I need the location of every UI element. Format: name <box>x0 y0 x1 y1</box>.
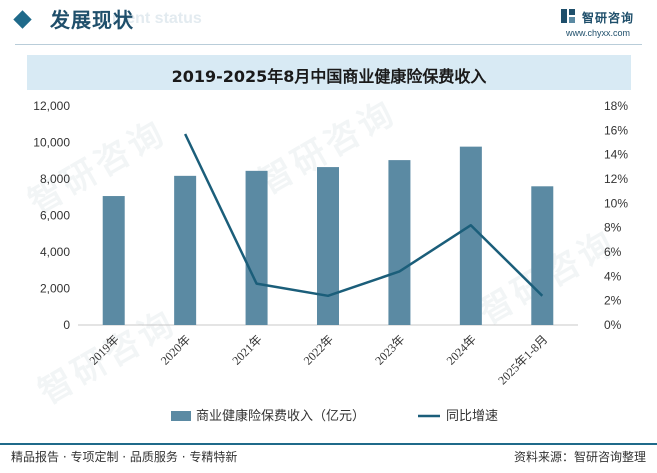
y-left-tick-label: 8,000 <box>40 172 70 186</box>
footer-tagline: 精品报告 · 专项定制 · 品质服务 · 专精特新 <box>11 450 238 464</box>
x-tick-label: 2020年 <box>158 332 193 367</box>
y-right-tick-label: 14% <box>604 148 628 162</box>
y-left-tick-label: 4,000 <box>40 245 70 259</box>
y-right-tick-label: 18% <box>604 99 628 113</box>
header-divider <box>15 44 642 45</box>
page-subtitle-en: ment status <box>112 10 202 27</box>
y-left-tick-label: 0 <box>63 318 70 332</box>
bar-2 <box>245 170 268 325</box>
legend-swatch-bar <box>171 411 191 421</box>
page-title: 发展现状 <box>50 8 134 32</box>
bar-1 <box>174 175 197 325</box>
footer-source: 资料来源：智研咨询整理 <box>513 450 646 464</box>
y-left-tick-label: 12,000 <box>33 99 70 113</box>
bar-5 <box>459 146 482 325</box>
x-tick-label: 2025年1-8月 <box>495 332 550 387</box>
y-right-tick-label: 0% <box>604 318 622 332</box>
y-right-tick-label: 4% <box>604 269 622 283</box>
y-left-tick-label: 2,000 <box>40 282 70 296</box>
page-footer: 精品报告 · 专项定制 · 品质服务 · 专精特新 资料来源：智研咨询整理 <box>0 443 657 473</box>
legend-label-bar: 商业健康险保费收入（亿元） <box>196 408 365 424</box>
chart-title-band: 2019-2025年8月中国商业健康险保费收入 <box>27 55 631 90</box>
y-left-tick-label: 6,000 <box>40 209 70 223</box>
legend-label-line: 同比增速 <box>446 409 498 424</box>
y-right-tick-label: 10% <box>604 196 628 210</box>
y-right-tick-label: 2% <box>604 294 622 308</box>
y-right-tick-label: 6% <box>604 245 622 259</box>
x-tick-label: 2024年 <box>444 332 479 367</box>
logo-url: www.chyxx.com <box>566 28 631 38</box>
logo-name: 智研咨询 <box>582 11 635 25</box>
bar-6 <box>531 186 554 325</box>
x-tick-label: 2023年 <box>372 332 407 367</box>
page-header: ment status 发展现状 智研咨询 www.chyxx.com <box>0 0 657 40</box>
brand-logo: 智研咨询 www.chyxx.com <box>560 6 650 40</box>
y-right-tick-label: 8% <box>604 221 622 235</box>
footer-divider <box>0 443 657 445</box>
bar-3 <box>317 167 339 325</box>
y-right-tick-label: 12% <box>604 172 628 186</box>
x-tick-label: 2022年 <box>301 332 336 367</box>
logo-icon <box>561 9 575 23</box>
x-tick-label: 2019年 <box>86 332 121 367</box>
y-left-tick-label: 10,000 <box>33 136 70 150</box>
chart-title: 2019-2025年8月中国商业健康险保费收入 <box>171 67 487 86</box>
y-right-tick-label: 16% <box>604 123 628 137</box>
growth-rate-line <box>184 133 544 298</box>
x-tick-label: 2021年 <box>229 332 264 367</box>
bar-4 <box>388 160 411 325</box>
bar-0 <box>102 196 125 325</box>
